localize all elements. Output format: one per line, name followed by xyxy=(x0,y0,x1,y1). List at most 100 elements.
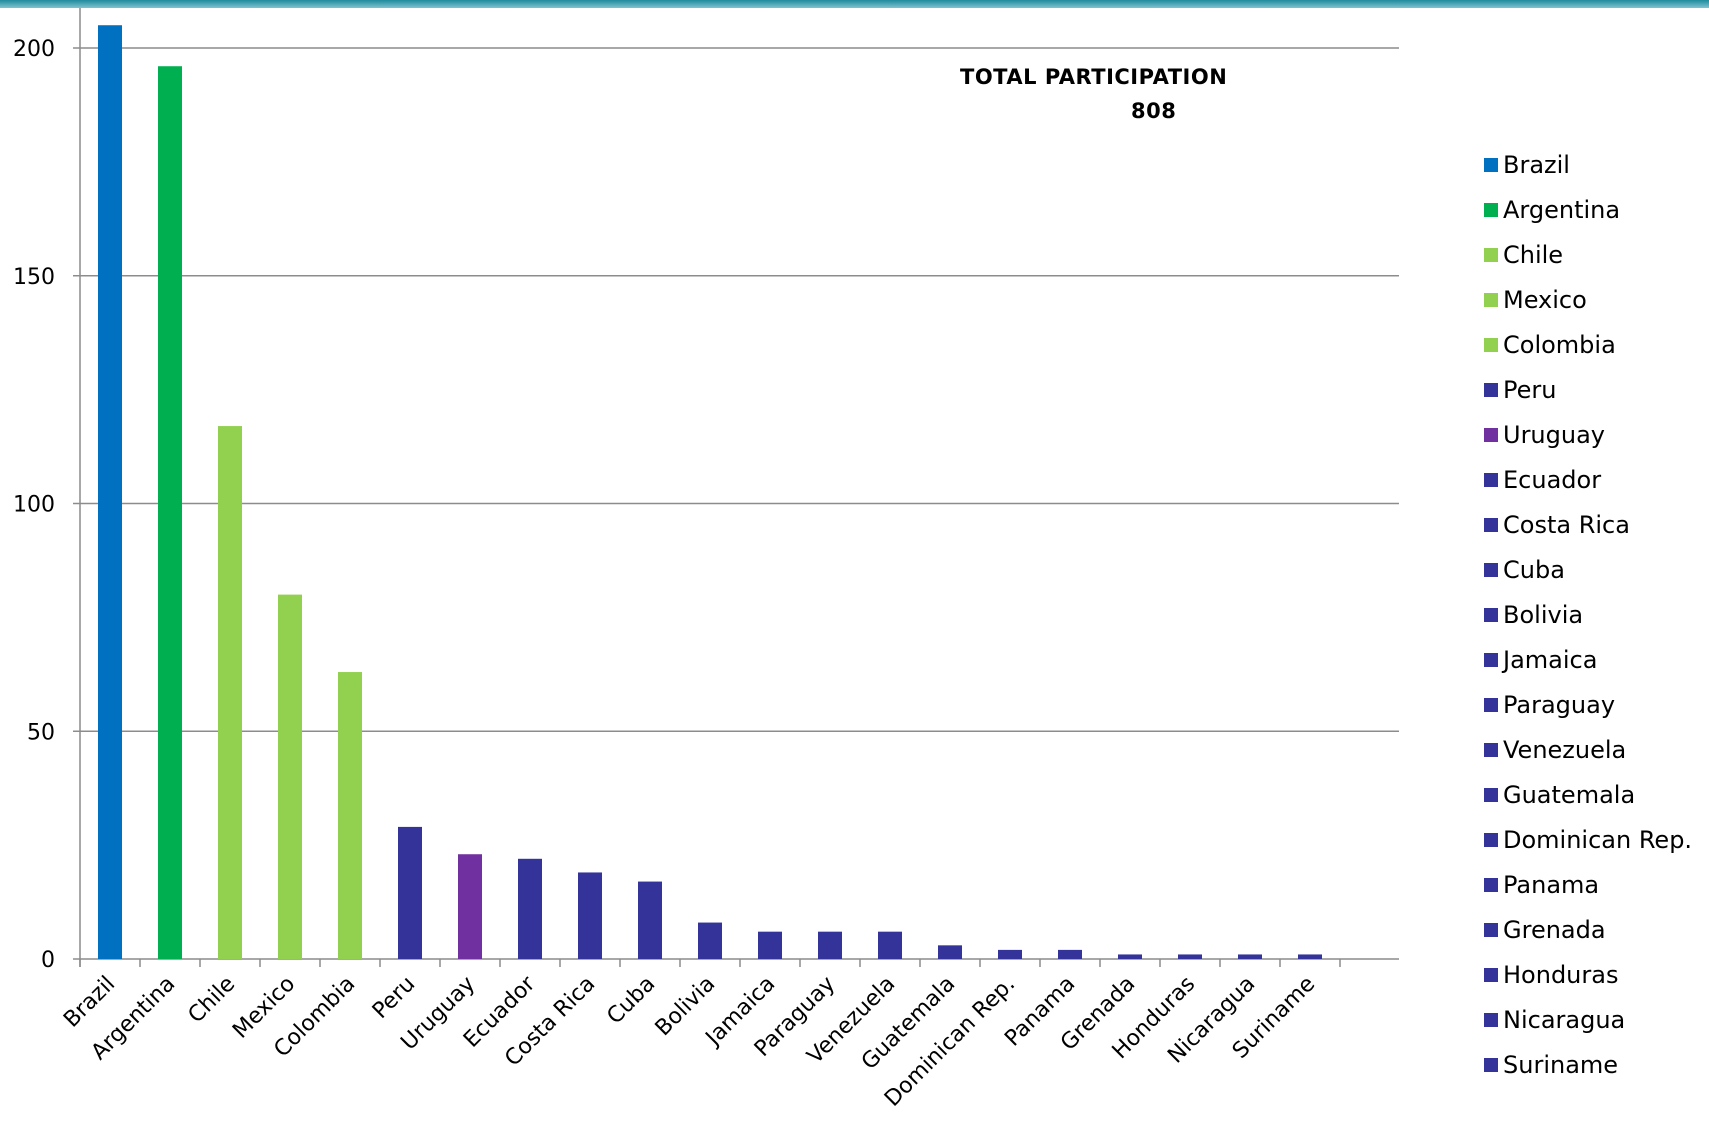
bars xyxy=(98,25,1322,960)
bar-mexico xyxy=(278,594,302,959)
legend-item: Brazil xyxy=(1484,142,1692,187)
legend-swatch xyxy=(1484,877,1498,892)
total-participation-label: TOTAL PARTICIPATION xyxy=(960,65,1228,89)
legend-item: Guatemala xyxy=(1484,772,1692,817)
legend-label: Peru xyxy=(1503,375,1557,404)
total-participation-value: 808 xyxy=(1131,99,1177,123)
legend-label: Mexico xyxy=(1503,285,1587,314)
legend-swatch xyxy=(1484,787,1498,802)
legend-label: Honduras xyxy=(1503,960,1619,989)
x-tick-label: Peru xyxy=(368,972,420,1024)
legend-item: Ecuador xyxy=(1484,457,1692,502)
top-accent-bar xyxy=(0,0,1709,8)
x-tick-label: Chile xyxy=(184,972,241,1029)
legend-swatch xyxy=(1484,337,1498,352)
legend-label: Cuba xyxy=(1503,555,1565,584)
legend-swatch xyxy=(1484,1057,1498,1072)
legend-item: Honduras xyxy=(1484,952,1692,997)
bar-jamaica xyxy=(758,931,782,959)
legend-label: Uruguay xyxy=(1503,420,1605,449)
axes xyxy=(73,8,1399,967)
legend-item: Jamaica xyxy=(1484,637,1692,682)
bar-brazil xyxy=(98,25,122,960)
y-tick-label: 100 xyxy=(13,493,55,518)
legend-label: Jamaica xyxy=(1503,645,1598,674)
legend-swatch xyxy=(1484,247,1498,262)
bar-dominican-rep xyxy=(998,949,1022,959)
legend-item: Cuba xyxy=(1484,547,1692,592)
legend-item: Argentina xyxy=(1484,187,1692,232)
legend-item: Costa Rica xyxy=(1484,502,1692,547)
bar-paraguay xyxy=(818,931,842,959)
legend-label: Grenada xyxy=(1503,915,1606,944)
legend-label: Guatemala xyxy=(1503,780,1636,809)
legend-item: Dominican Rep. xyxy=(1484,817,1692,862)
bar-nicaragua xyxy=(1238,954,1262,959)
legend-item: Venezuela xyxy=(1484,727,1692,772)
y-tick-label: 50 xyxy=(27,720,55,745)
bar-ecuador xyxy=(518,858,542,959)
legend-label: Colombia xyxy=(1503,330,1616,359)
legend-item: Paraguay xyxy=(1484,682,1692,727)
legend-swatch xyxy=(1484,652,1498,667)
legend-swatch xyxy=(1484,967,1498,982)
bar-cuba xyxy=(638,881,662,959)
bar-peru xyxy=(398,826,422,959)
bar-suriname xyxy=(1298,954,1322,959)
y-tick-label: 0 xyxy=(41,948,55,973)
legend-label: Argentina xyxy=(1503,195,1621,224)
legend-swatch xyxy=(1484,742,1498,757)
gridlines xyxy=(80,47,1399,732)
bar-argentina xyxy=(158,66,182,960)
bar-grenada xyxy=(1118,954,1142,959)
legend-label: Paraguay xyxy=(1503,690,1616,719)
bar-costa-rica xyxy=(578,872,602,959)
y-axis-tick-labels: 0 50 100 150 200 xyxy=(13,37,55,973)
legend-swatch xyxy=(1484,607,1498,622)
legend-swatch xyxy=(1484,472,1498,487)
bar-uruguay xyxy=(458,854,482,959)
legend-label: Panama xyxy=(1503,870,1600,899)
legend-item: Nicaragua xyxy=(1484,997,1692,1042)
legend-swatch xyxy=(1484,1012,1498,1027)
legend-swatch xyxy=(1484,427,1498,442)
y-tick-label: 150 xyxy=(13,265,55,290)
legend-swatch xyxy=(1484,922,1498,937)
y-tick-label: 200 xyxy=(13,37,55,62)
legend-item: Chile xyxy=(1484,232,1692,277)
legend-label: Bolivia xyxy=(1503,600,1584,629)
legend-swatch xyxy=(1484,697,1498,712)
legend-item: Uruguay xyxy=(1484,412,1692,457)
legend-swatch xyxy=(1484,382,1498,397)
x-tick-label: Cuba xyxy=(602,972,660,1030)
bar-guatemala xyxy=(938,945,962,959)
bar-venezuela xyxy=(878,931,902,959)
legend-swatch xyxy=(1484,517,1498,532)
legend-swatch xyxy=(1484,202,1498,217)
legend-label: Venezuela xyxy=(1503,735,1627,764)
legend-swatch xyxy=(1484,157,1498,172)
legend-label: Dominican Rep. xyxy=(1503,825,1693,854)
legend-label: Suriname xyxy=(1503,1050,1619,1079)
legend-swatch xyxy=(1484,292,1498,307)
legend-item: Mexico xyxy=(1484,277,1692,322)
legend-label: Nicaragua xyxy=(1503,1005,1626,1034)
legend-item: Suriname xyxy=(1484,1042,1692,1087)
legend-label: Costa Rica xyxy=(1503,510,1630,539)
bar-bolivia xyxy=(698,922,722,959)
legend-item: Peru xyxy=(1484,367,1692,412)
bar-panama xyxy=(1058,949,1082,959)
legend-item: Colombia xyxy=(1484,322,1692,367)
legend-label: Brazil xyxy=(1503,150,1570,179)
legend-swatch xyxy=(1484,832,1498,847)
bar-honduras xyxy=(1178,954,1202,959)
bar-chile xyxy=(218,426,242,959)
legend-swatch xyxy=(1484,562,1498,577)
legend-label: Chile xyxy=(1503,240,1564,269)
legend-label: Ecuador xyxy=(1503,465,1602,494)
legend-item: Bolivia xyxy=(1484,592,1692,637)
bar-colombia xyxy=(338,672,362,959)
chart-legend: Brazil Argentina Chile Mexico Colombia Peru Ur… xyxy=(1484,142,1692,1087)
